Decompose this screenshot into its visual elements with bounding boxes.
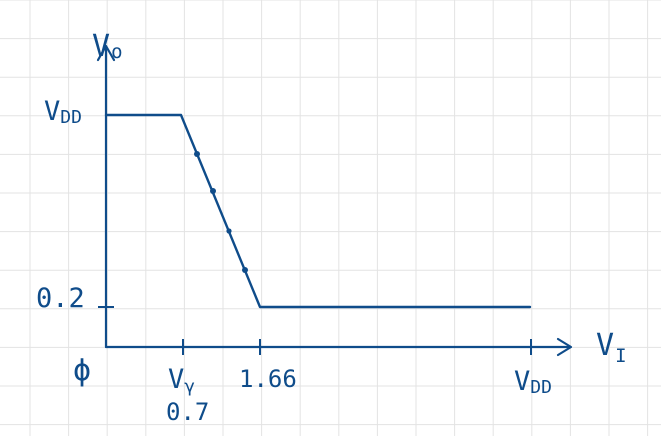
curve-dot (242, 267, 248, 273)
x-label-vgamma: Vγ (168, 364, 195, 397)
transfer-curve (104, 113, 532, 309)
origin-label: ϕ (73, 353, 91, 388)
curve-dot (226, 228, 232, 234)
x-label-vdd: VDD (514, 366, 552, 398)
curve-dot (210, 188, 216, 194)
x-axis-arrowhead (556, 337, 573, 357)
y-axis-label: Vo (92, 29, 123, 64)
y-label-0.2: 0.2 (36, 283, 85, 314)
x-label-1.66: 1.66 (239, 365, 297, 393)
curve-dot (194, 151, 200, 157)
x-axis-label: VI (596, 328, 627, 367)
x-label-vgamma-value: 0.7 (166, 398, 209, 426)
y-label-vdd: VDD (44, 96, 82, 128)
y-axis-arrowhead (96, 44, 116, 62)
